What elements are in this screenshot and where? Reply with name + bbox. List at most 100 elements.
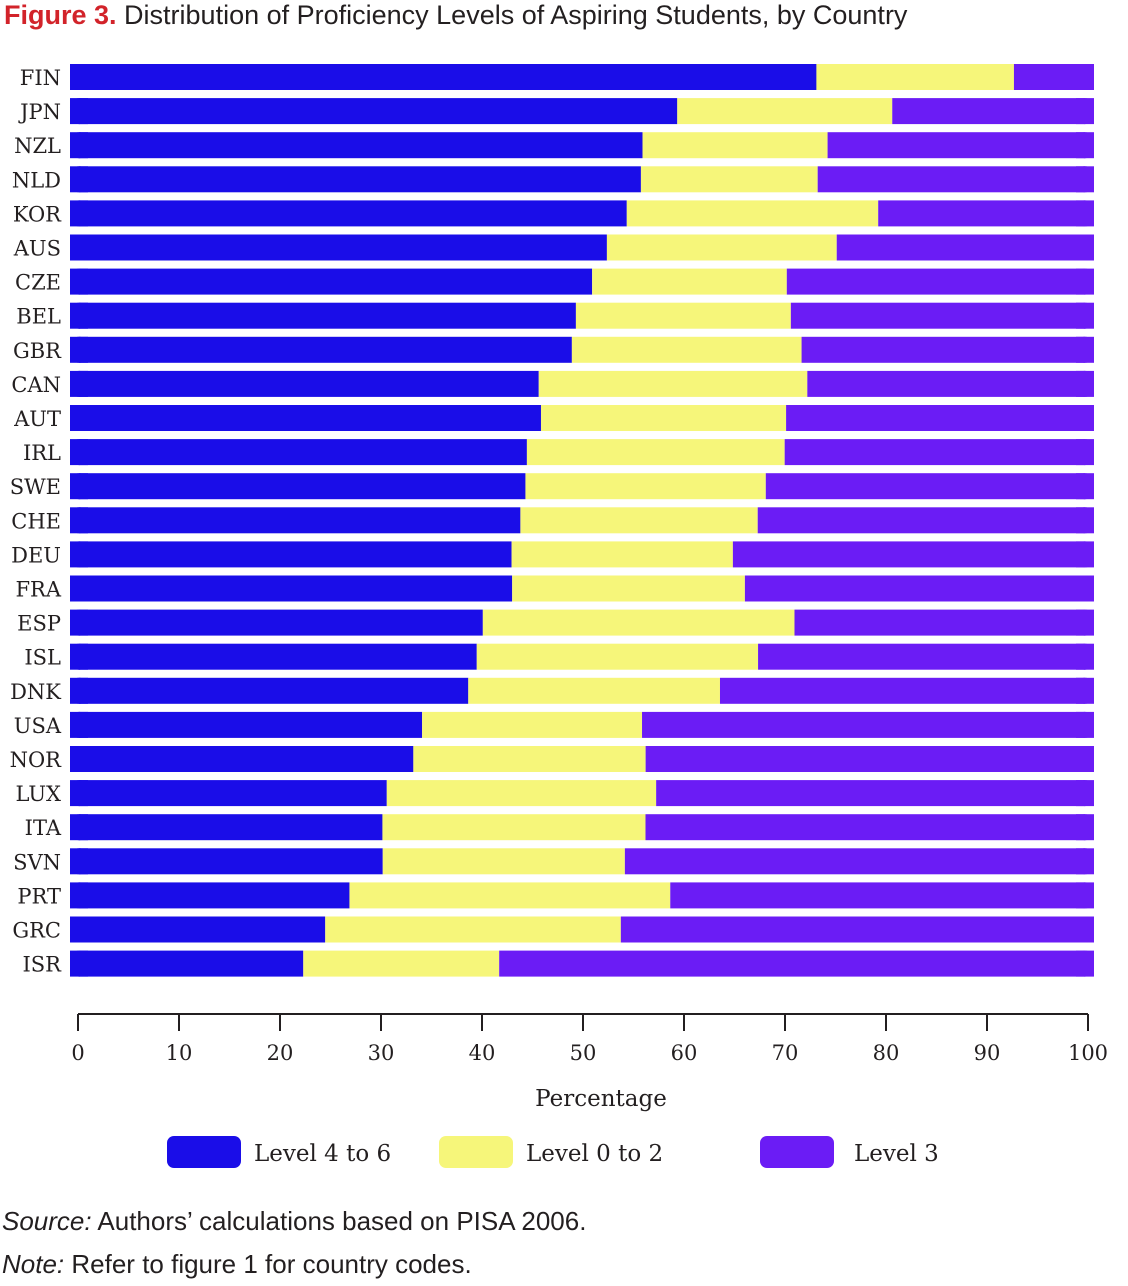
bar-segment bbox=[70, 507, 521, 534]
bar-segment bbox=[719, 677, 1094, 704]
bar-segment bbox=[468, 677, 720, 704]
bar-segment bbox=[70, 64, 817, 90]
country-label: DEU bbox=[11, 543, 61, 567]
bar-segment bbox=[765, 473, 1094, 500]
x-tick-label: 80 bbox=[873, 1041, 900, 1065]
country-label: FIN bbox=[20, 66, 61, 90]
bar-segment bbox=[413, 746, 646, 772]
bar-segment bbox=[70, 302, 576, 329]
bar-segment bbox=[382, 848, 625, 875]
x-tick-label: 70 bbox=[772, 1041, 799, 1065]
bar-cap-fill-right bbox=[1076, 814, 1085, 841]
bar-segment bbox=[70, 848, 383, 875]
legend-swatch bbox=[760, 1136, 834, 1168]
bar-segment bbox=[525, 473, 766, 500]
bar-segment bbox=[744, 575, 1094, 602]
bar-segment bbox=[878, 200, 1094, 227]
bar-segment bbox=[645, 814, 1094, 841]
bar-cap-fill-right bbox=[1076, 746, 1085, 772]
bar-cap-fill-right bbox=[1076, 370, 1085, 397]
country-label: NOR bbox=[10, 748, 63, 772]
bar-cap-fill-left bbox=[79, 950, 88, 977]
bar-segment bbox=[642, 711, 1094, 738]
country-label: PRT bbox=[17, 884, 61, 908]
bar-cap-fill-left bbox=[79, 814, 88, 841]
bar-segment bbox=[575, 302, 791, 329]
bar-cap-fill-right bbox=[1076, 98, 1085, 125]
bar-segment bbox=[70, 746, 414, 772]
bar-cap-fill-right bbox=[1076, 405, 1085, 431]
bar-segment bbox=[70, 268, 593, 295]
bar-segment bbox=[70, 711, 423, 738]
x-tick-label: 100 bbox=[1068, 1041, 1108, 1065]
country-label: AUS bbox=[13, 237, 61, 261]
bar-segment bbox=[670, 882, 1094, 909]
bar-segment bbox=[784, 439, 1094, 466]
bar-segment bbox=[817, 166, 1094, 193]
bar-cap-fill-left bbox=[79, 643, 88, 670]
country-label: IRL bbox=[23, 441, 61, 465]
bar-segment bbox=[620, 916, 1094, 943]
country-label: DNK bbox=[10, 680, 61, 704]
x-tick-label: 50 bbox=[570, 1041, 597, 1065]
bar-segment bbox=[70, 780, 387, 807]
bar-cap-fill-right bbox=[1076, 200, 1085, 227]
bar-cap-fill-left bbox=[79, 166, 88, 193]
source-text: Authors’ calculations based on PISA 2006… bbox=[97, 1206, 587, 1236]
bar-segment bbox=[386, 780, 657, 807]
source-label: Source: bbox=[2, 1206, 92, 1236]
bar-segment bbox=[757, 507, 1094, 534]
bar-segment bbox=[606, 234, 837, 261]
bar-segment bbox=[571, 336, 802, 363]
figure-number: Figure 3. bbox=[4, 0, 117, 30]
bar-cap-fill-left bbox=[79, 439, 88, 466]
note-text: Refer to figure 1 for country codes. bbox=[71, 1249, 472, 1279]
bar-cap-fill-left bbox=[79, 64, 88, 90]
legend-label: Level 3 bbox=[854, 1141, 939, 1167]
country-label: ISR bbox=[23, 953, 63, 977]
bar-cap-fill-right bbox=[1076, 848, 1085, 875]
country-label: CZE bbox=[15, 271, 61, 295]
bar-segment bbox=[70, 98, 678, 125]
x-tick-label: 30 bbox=[368, 1041, 395, 1065]
bar-cap-fill-right bbox=[1076, 882, 1085, 909]
bar-cap-fill-right bbox=[1076, 643, 1085, 670]
bar-segment bbox=[794, 609, 1094, 636]
stacked-bar-chart: FIN JPN NZL NLD KOR AUS CZE BEL GBR CAN AUT IRL SWE C… bbox=[10, 64, 1108, 1168]
bar-cap-fill-left bbox=[79, 234, 88, 261]
bar-cap-fill-left bbox=[79, 746, 88, 772]
bar-segment bbox=[70, 405, 541, 431]
x-tick-label: 0 bbox=[71, 1041, 84, 1065]
bar-segment bbox=[70, 814, 383, 841]
figure-title: Figure 3. Distribution of Proficiency Le… bbox=[4, 0, 907, 30]
bar-cap-fill-right bbox=[1076, 575, 1085, 602]
bar-segment bbox=[70, 200, 627, 227]
bar-segment bbox=[640, 166, 818, 193]
bar-cap-fill-left bbox=[79, 405, 88, 431]
country-label: JPN bbox=[18, 100, 61, 124]
country-label: NLD bbox=[12, 168, 61, 192]
bar-cap-fill-left bbox=[79, 541, 88, 568]
country-label: CAN bbox=[11, 373, 61, 397]
bar-cap-fill-right bbox=[1076, 541, 1085, 568]
bar-segment bbox=[499, 950, 1095, 977]
bar-cap-fill-left bbox=[79, 848, 88, 875]
bar-segment bbox=[70, 439, 527, 466]
bar-cap-fill-right bbox=[1076, 507, 1085, 534]
bar-segment bbox=[70, 166, 641, 193]
legend-label: Level 0 to 2 bbox=[526, 1141, 663, 1167]
bar-segment bbox=[476, 643, 759, 670]
bar-cap-fill-left bbox=[79, 780, 88, 807]
bar-segment bbox=[827, 132, 1094, 159]
bar-segment bbox=[70, 541, 512, 568]
bar-cap-fill-left bbox=[79, 200, 88, 227]
bar-segment bbox=[642, 132, 828, 159]
bar-cap-fill-left bbox=[79, 302, 88, 329]
bar-segment bbox=[758, 643, 1094, 670]
bar-cap-fill-right bbox=[1076, 336, 1085, 363]
bar-cap-fill-right bbox=[1076, 950, 1085, 977]
bar-segment bbox=[511, 541, 733, 568]
bar-cap-fill-left bbox=[79, 132, 88, 159]
bar-segment bbox=[892, 98, 1094, 125]
figure-title-text: Distribution of Proficiency Levels of As… bbox=[124, 0, 908, 30]
